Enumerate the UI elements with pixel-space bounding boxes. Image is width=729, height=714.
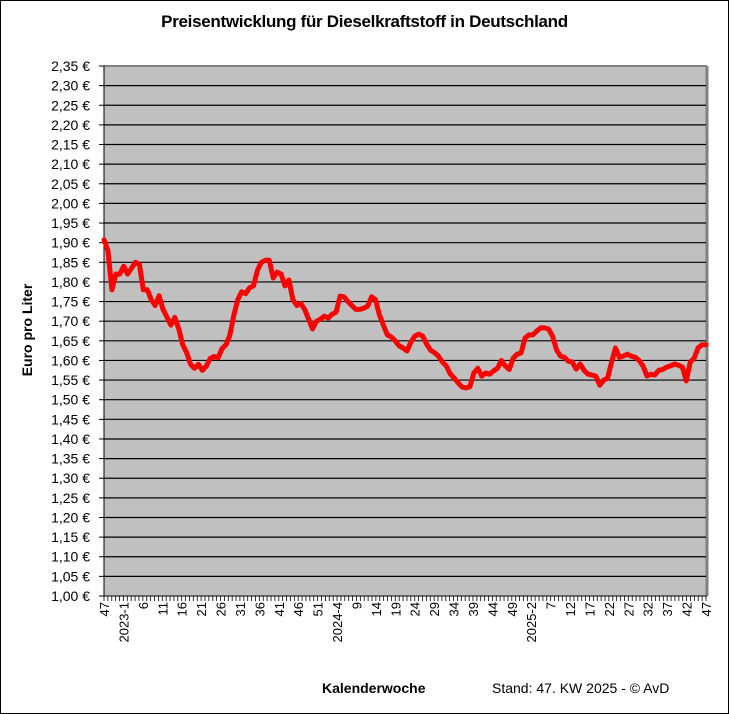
x-tick-label: 42 xyxy=(680,602,695,616)
x-tick-label: 2024-4 xyxy=(330,602,345,642)
y-tick-label: 2,15 € xyxy=(51,137,90,153)
x-tick-label: 14 xyxy=(369,602,384,616)
x-tick-label: 7 xyxy=(544,602,559,609)
y-tick-label: 2,00 € xyxy=(51,195,90,211)
x-tick-label: 24 xyxy=(408,602,423,616)
x-tick-label: 11 xyxy=(155,602,170,616)
y-tick-label: 1,60 € xyxy=(51,352,90,368)
y-tick-label: 2,30 € xyxy=(51,78,90,94)
y-tick-label: 2,25 € xyxy=(51,97,90,113)
y-tick-label: 1,85 € xyxy=(51,254,90,270)
x-tick-label: 47 xyxy=(699,602,714,616)
y-tick-label: 1,00 € xyxy=(51,588,90,604)
x-tick-label: 27 xyxy=(621,602,636,616)
y-tick-label: 2,35 € xyxy=(51,58,90,74)
plot-area xyxy=(104,66,706,596)
x-tick-label: 9 xyxy=(349,602,364,609)
x-tick-label: 31 xyxy=(233,602,248,616)
y-tick-label: 2,20 € xyxy=(51,117,90,133)
diesel-price-line xyxy=(101,237,709,391)
x-tick-label: 16 xyxy=(175,602,190,616)
y-tick-label: 1,40 € xyxy=(51,431,90,447)
x-tick-label: 2025-2 xyxy=(524,602,539,642)
y-tick-label: 1,35 € xyxy=(51,451,90,467)
y-tick-label: 1,55 € xyxy=(51,372,90,388)
y-tick-label: 1,70 € xyxy=(51,313,90,329)
y-tick-label: 1,50 € xyxy=(51,392,90,408)
y-tick-label: 1,25 € xyxy=(51,490,90,506)
x-tick-label: 46 xyxy=(291,602,306,616)
x-tick-label: 19 xyxy=(388,602,403,616)
x-tick-label: 36 xyxy=(252,602,267,616)
y-tick-label: 1,75 € xyxy=(51,294,90,310)
y-tick-label: 1,45 € xyxy=(51,411,90,427)
y-tick-label: 2,10 € xyxy=(51,156,90,172)
x-tick-label: 29 xyxy=(427,602,442,616)
y-tick-label: 1,65 € xyxy=(51,333,90,349)
y-tick-label: 1,20 € xyxy=(51,509,90,525)
x-tick-label: 34 xyxy=(447,602,462,616)
y-tick-label: 1,05 € xyxy=(51,568,90,584)
x-tick-label: 6 xyxy=(136,602,151,609)
y-tick-label: 1,30 € xyxy=(51,470,90,486)
x-tick-label: 32 xyxy=(641,602,656,616)
stand-note: Stand: 47. KW 2025 - © AvD xyxy=(492,680,670,696)
y-tick-label: 1,95 € xyxy=(51,215,90,231)
x-axis-label: Kalenderwoche xyxy=(322,680,426,696)
x-tick-label: 2023-1 xyxy=(116,602,131,642)
x-tick-label: 44 xyxy=(485,602,500,616)
y-tick-label: 1,10 € xyxy=(51,549,90,565)
y-tick-label: 1,90 € xyxy=(51,235,90,251)
x-tick-label: 51 xyxy=(311,602,326,616)
x-tick-label: 26 xyxy=(214,602,229,616)
x-tick-label: 21 xyxy=(194,602,209,616)
x-tick-label: 41 xyxy=(272,602,287,616)
x-tick-label: 39 xyxy=(466,602,481,616)
x-tick-label: 37 xyxy=(660,602,675,616)
x-tick-label: 17 xyxy=(582,602,597,616)
x-tick-label: 47 xyxy=(97,602,112,616)
y-tick-label: 2,05 € xyxy=(51,176,90,192)
y-tick-label: 1,80 € xyxy=(51,274,90,290)
x-tick-label: 22 xyxy=(602,602,617,616)
x-tick-label: 49 xyxy=(505,602,520,616)
chart-title: Preisentwicklung für Dieselkraftstoff in… xyxy=(161,12,568,31)
y-tick-label: 1,15 € xyxy=(51,529,90,545)
x-tick-label: 12 xyxy=(563,602,578,616)
